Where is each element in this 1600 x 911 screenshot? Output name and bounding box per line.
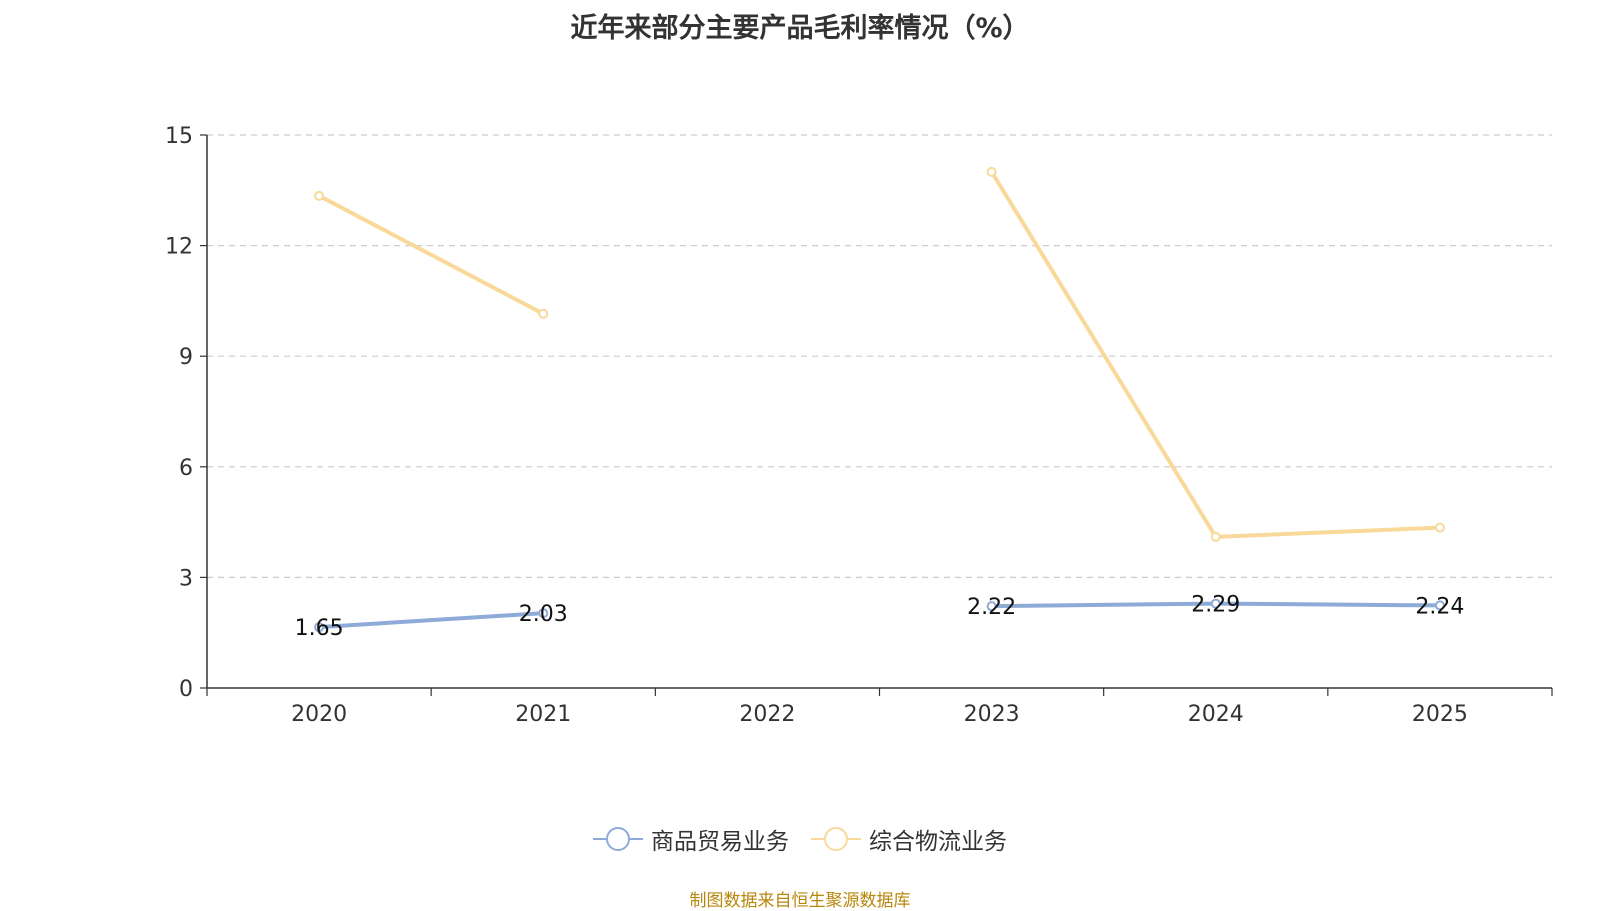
y-tick-label: 15	[165, 124, 193, 149]
data-point	[538, 608, 549, 619]
data-point	[314, 622, 325, 633]
legend-item-logistics[interactable]: 综合物流业务	[811, 822, 1007, 856]
x-tick-label: 2023	[964, 702, 1020, 727]
axes: 0 3 6 9 12 15 2020 2021 2022 2023 2024 2025	[165, 124, 1553, 727]
legend-label-trade: 商品贸易业务	[651, 829, 789, 855]
data-point	[986, 601, 997, 612]
data-point	[314, 190, 325, 201]
data-point	[1434, 600, 1445, 611]
y-tick-label: 12	[165, 235, 193, 260]
legend-item-trade[interactable]: 商品贸易业务	[593, 822, 789, 856]
y-tick-label: 6	[179, 456, 193, 481]
data-label: 2.03	[519, 602, 568, 627]
data-label: 2.29	[1191, 593, 1240, 618]
x-tick-label: 2022	[739, 702, 795, 727]
data-point	[538, 308, 549, 319]
y-tick-label: 9	[179, 345, 193, 370]
x-tick-label: 2024	[1188, 702, 1244, 727]
data-point	[1210, 598, 1221, 609]
legend-marker-trade-icon	[593, 827, 643, 851]
series-line-1	[317, 193, 546, 316]
series-line-1	[989, 169, 1442, 539]
data-label: 2.22	[967, 595, 1016, 620]
series-layer	[314, 166, 1445, 633]
legend-label-logistics: 综合物流业务	[869, 829, 1007, 855]
data-label: 1.65	[295, 616, 344, 641]
x-tick-label: 2020	[291, 702, 347, 727]
data-label: 2.24	[1415, 594, 1464, 619]
chart-title: 近年来部分主要产品毛利率情况（%）	[570, 13, 1030, 44]
data-point	[986, 166, 997, 177]
grid-lines	[207, 134, 1552, 579]
x-tick-label: 2021	[515, 702, 571, 727]
legend-marker-logistics-icon	[811, 827, 861, 851]
y-tick-label: 0	[179, 677, 193, 702]
data-point	[1434, 522, 1445, 533]
source-note: 制图数据来自恒生聚源数据库	[689, 891, 911, 911]
series-line-0	[317, 611, 546, 630]
data-point	[1210, 531, 1221, 542]
x-tick-label: 2025	[1412, 702, 1468, 727]
y-tick-label: 3	[179, 566, 193, 591]
legend: 商品贸易业务 综合物流业务	[0, 822, 1600, 856]
data-labels: 1.65 2.03 2.22 2.29 2.24	[295, 593, 1465, 642]
